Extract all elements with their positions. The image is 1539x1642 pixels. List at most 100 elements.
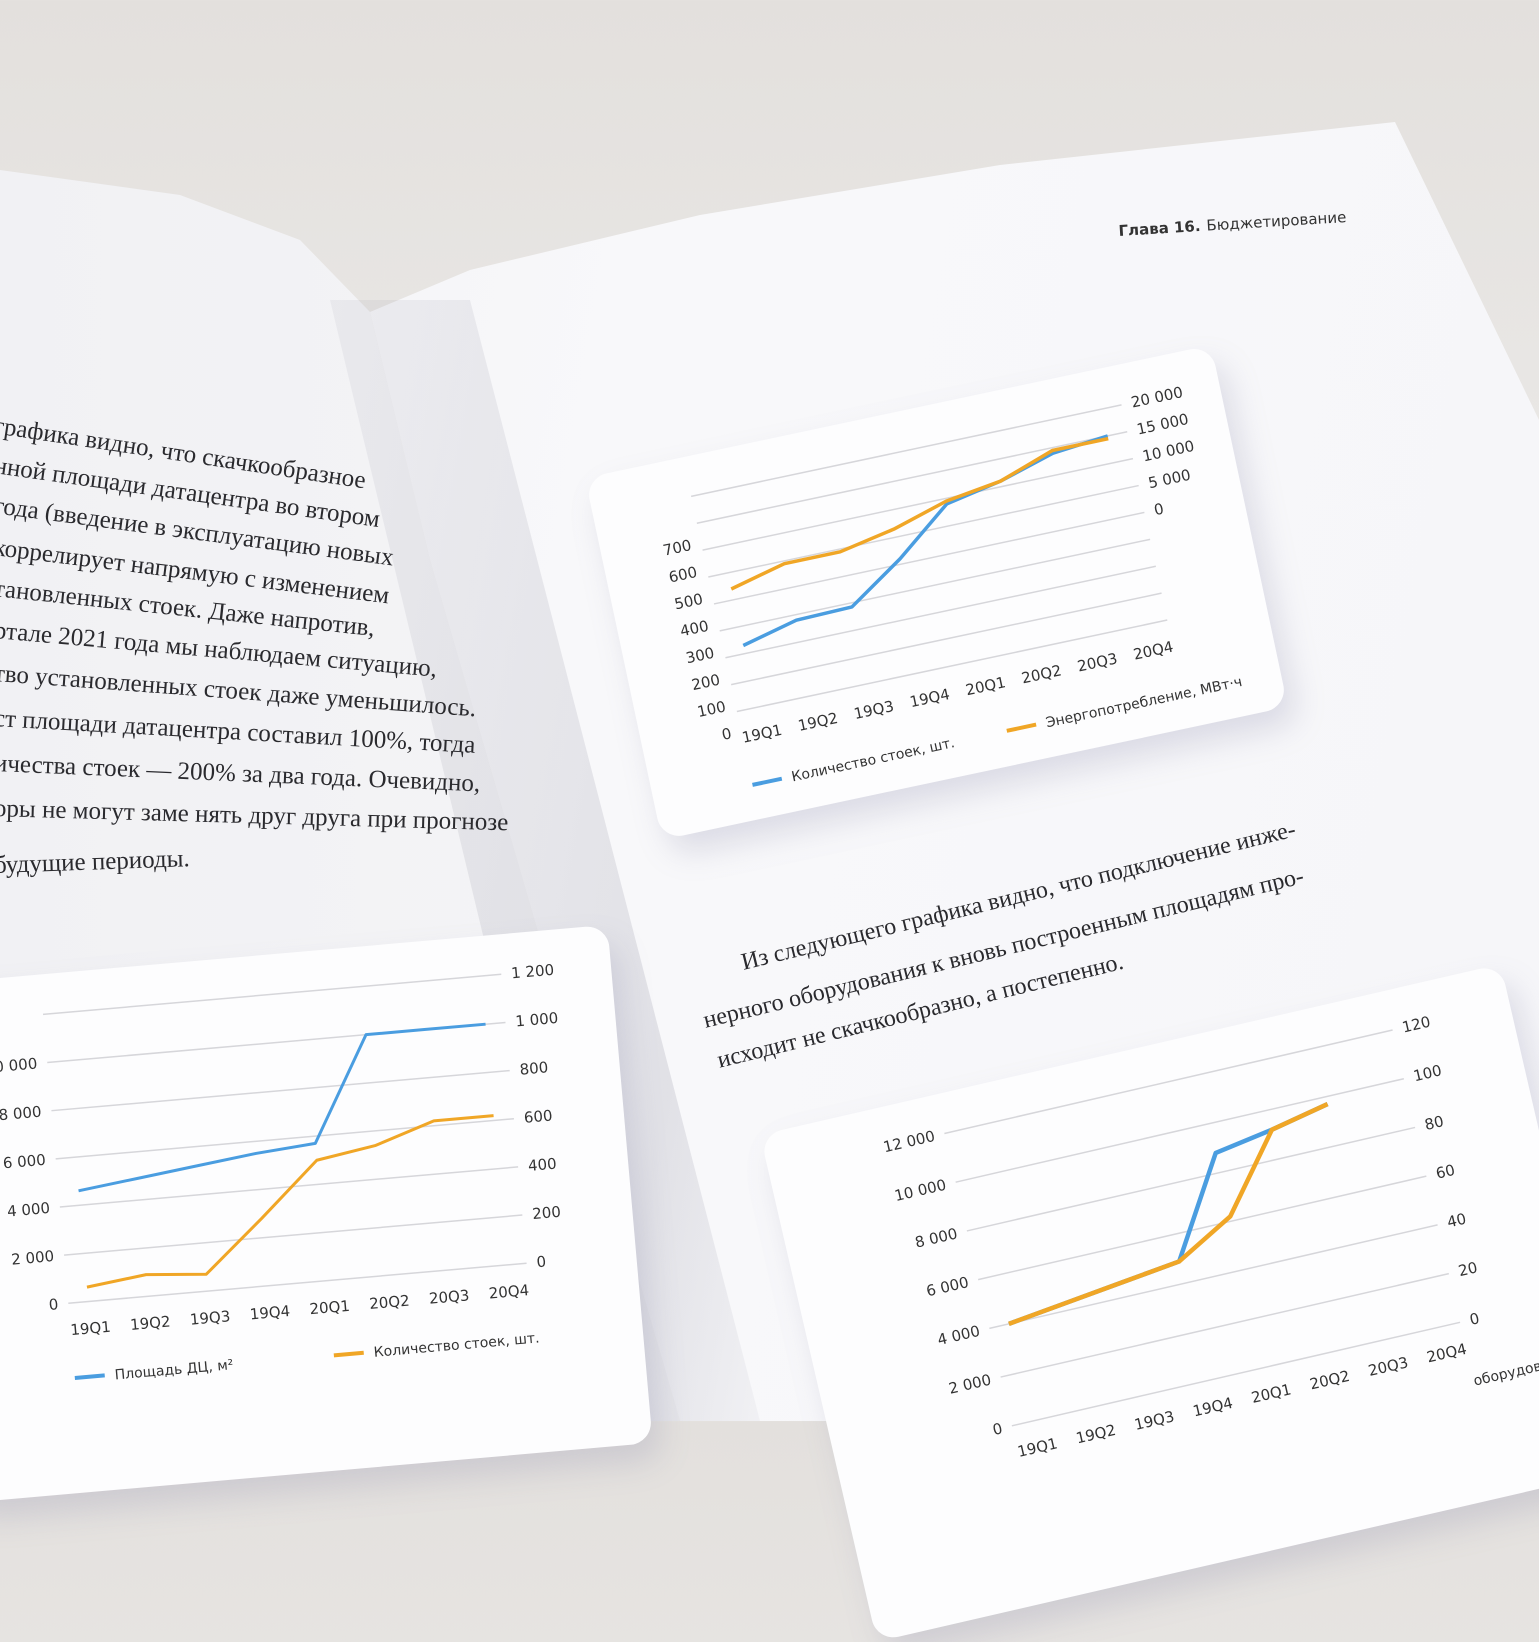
x-axis-tick: 20Q1 [309,1297,351,1318]
x-axis-tick: 19Q1 [740,721,783,747]
x-axis-tick: 20Q1 [1250,1380,1293,1407]
series-line-blue [742,434,1109,648]
legend-swatch-orange [1006,722,1037,733]
gridline [719,538,1151,632]
right-axis-tick: 60 [1434,1161,1457,1183]
gridline [1011,1321,1461,1427]
left-axis-tick: 400 [678,617,710,641]
left-axis-tick: 300 [684,644,716,668]
right-axis-tick: 5 000 [1147,466,1193,493]
x-axis-tick: 19Q1 [1016,1434,1059,1461]
left-axis-tick: 6 000 [2,1151,46,1173]
gridline [989,1224,1438,1330]
x-axis-tick: 19Q1 [70,1318,112,1339]
right-axis-tick: 800 [519,1058,549,1078]
left-axis-tick: 2 000 [947,1371,993,1398]
gridline [690,404,1122,498]
left-axis-tick: 2 000 [11,1247,55,1269]
left-axis-tick: 700 [661,536,693,560]
x-axis-tick: 20Q1 [964,673,1007,699]
legend-label: Количество стоек, шт. [790,735,956,785]
x-axis-tick: 20Q3 [428,1286,470,1307]
gridline [966,1126,1416,1232]
left-axis-tick: 0 [48,1295,59,1314]
x-axis-tick: 20Q3 [1076,649,1119,675]
left-axis-tick: 500 [673,590,705,614]
right-axis-tick: 10 000 [1141,437,1196,466]
x-axis-tick: 19Q4 [249,1302,291,1323]
series-line-orange [1008,1101,1329,1326]
left-axis-tick: 100 [696,697,728,721]
right-axis-tick: 0 [1152,500,1165,520]
right-axis-tick: 20 [1457,1258,1480,1280]
x-axis-tick: 20Q2 [369,1292,411,1313]
x-axis-tick: 20Q4 [488,1281,530,1302]
left-axis-tick: 10 000 [893,1176,948,1205]
left-axis-tick: 4 000 [6,1199,50,1221]
gridline [59,1166,519,1208]
right-axis-tick: 80 [1423,1112,1446,1134]
gridline [55,1117,514,1160]
right-axis-tick: 400 [527,1155,557,1175]
right-axis-tick: 600 [523,1106,553,1126]
series-line-blue [78,1022,486,1193]
series-line-orange [86,1114,494,1289]
gridline [68,1262,527,1305]
x-axis-tick: 20Q4 [1132,638,1175,664]
right-axis-tick: 40 [1445,1210,1468,1232]
gridline [944,1029,1393,1135]
gridline [1000,1272,1450,1378]
left-axis-tick: 6 000 [925,1273,971,1300]
gridline [730,592,1162,686]
x-axis-tick: 20Q2 [1308,1367,1351,1394]
x-axis-tick: 19Q2 [1074,1421,1117,1448]
right-axis-tick: 1 200 [510,961,554,983]
right-axis-tick: 20 000 [1129,383,1184,412]
gridline [42,973,502,1016]
left-axis-tick: 600 [667,563,699,587]
gridline [725,565,1156,659]
x-axis-tick: 19Q2 [129,1312,171,1333]
series-line-orange [730,436,1109,591]
right-axis-tick: 15 000 [1135,410,1190,439]
right-axis-tick: 120 [1400,1013,1432,1037]
x-axis-tick: 19Q3 [189,1307,231,1328]
right-axis-tick: 100 [1412,1061,1444,1085]
gridline [977,1175,1427,1281]
legend-swatch-blue [752,776,783,787]
x-axis-tick: 20Q3 [1366,1353,1409,1380]
left-axis-tick: 0 [720,724,733,744]
left-axis-tick: 0 [991,1419,1004,1439]
right-axis-tick: 200 [532,1203,562,1223]
x-axis-tick: 19Q3 [852,697,895,723]
series-line-blue [1008,1101,1329,1326]
left-axis-tick: 8 000 [913,1224,959,1251]
gridline [696,431,1128,524]
x-axis-tick: 20Q4 [1425,1340,1468,1367]
gridline [736,619,1168,713]
legend-label: Количество стоек, шт. [373,1330,540,1360]
line-chart: 0 2 000 4 000 6 000 8 000 10 000 0 200 400 600 800… [0,961,562,1384]
x-axis-tick: 19Q4 [1191,1394,1234,1421]
x-axis-tick: 19Q4 [908,685,951,711]
chart-card-area-racks: 0 2 000 4 000 6 000 8 000 10 000 0 200 400 600 800… [0,924,653,1504]
left-axis-tick: 200 [690,671,722,695]
left-axis-tick: 10 000 [0,1054,38,1077]
left-axis-tick: 12 000 [881,1127,936,1156]
x-axis-tick: 19Q2 [796,709,839,735]
chart-card-racks-energy: 0 100 200 300 400 500 600 700 0 5 000 10 000 15 000… [585,344,1288,840]
gridline [955,1077,1405,1183]
left-axis-tick: 4 000 [936,1322,982,1349]
legend-label: Площадь ДЦ, м² [114,1357,234,1383]
right-axis-tick: 1 000 [515,1009,559,1031]
gridline [64,1214,523,1256]
right-axis-tick: 0 [1468,1309,1481,1329]
gridline [702,457,1134,551]
x-axis-tick: 20Q2 [1020,661,1063,687]
gridline [713,511,1145,605]
legend-label: оборудования [1472,1350,1539,1389]
legend-swatch-blue [74,1373,105,1380]
legend-swatch-orange [333,1350,364,1358]
left-axis-tick: 8 000 [0,1103,42,1125]
